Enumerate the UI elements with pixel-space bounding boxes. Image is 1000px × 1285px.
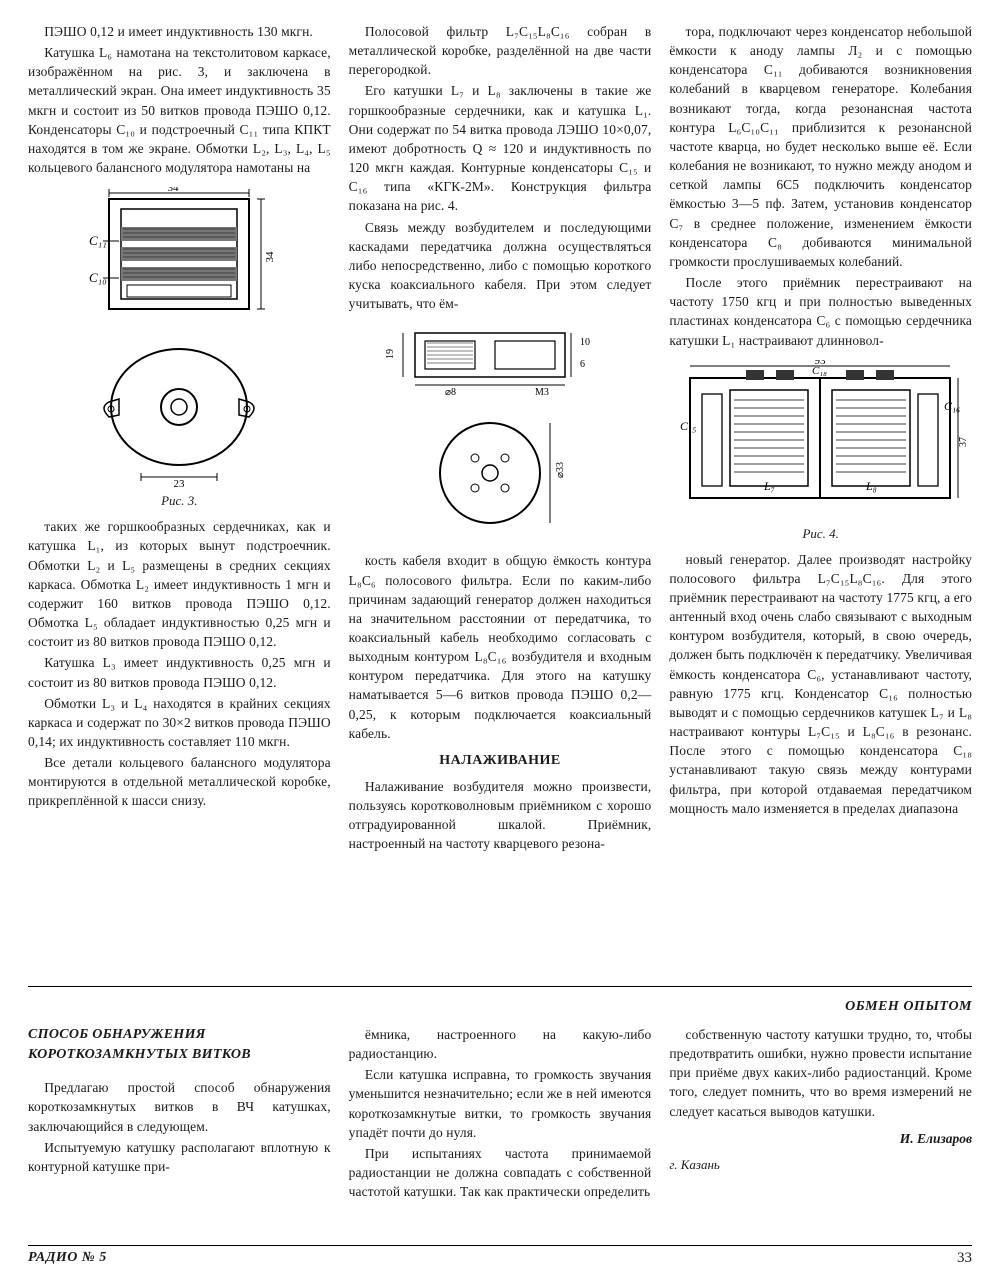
para: После этого приёмник перестраивают на ча…	[669, 273, 972, 350]
para: Все детали кольцевого балансного модулят…	[28, 753, 331, 810]
figure-3-caption: Рис. 3.	[28, 493, 331, 509]
svg-text:23: 23	[174, 478, 186, 487]
author-signature: И. Елизаров	[669, 1131, 972, 1147]
page-footer: РАДИО № 5 33	[28, 1245, 972, 1267]
para: новый генератор. Далее производят настро…	[669, 550, 972, 818]
figure-aux: 10 6 ⌀8 М3 19 ⌀33	[349, 323, 652, 543]
para: Испытуемую катушку располагают вплотную …	[28, 1138, 331, 1176]
svg-text:L₇: L₇	[763, 479, 775, 493]
para: Катушка L₃ имеет индуктивность 0,25 мгн …	[28, 653, 331, 691]
article-title: СПОСОБ ОБНАРУЖЕНИЯ КОРОТКОЗАМКНУТЫХ ВИТК…	[28, 1025, 331, 1064]
para: кость кабеля входит в общую ёмкость конт…	[349, 551, 652, 743]
svg-text:93: 93	[814, 360, 826, 367]
svg-text:М3: М3	[535, 387, 549, 398]
lower-section: ОБМЕН ОПЫТОМ СПОСОБ ОБНАРУЖЕНИЯ КОРОТКОЗ…	[28, 999, 972, 1203]
figure-3: C₁₁ C₁₀ 34 34	[28, 187, 331, 509]
upper-col1: ПЭШО 0,12 и имеет индуктивность 130 мкгн…	[28, 22, 331, 972]
journal-name: РАДИО № 5	[28, 1250, 107, 1267]
para: таких же горшкообразных сердечниках, как…	[28, 517, 331, 651]
svg-text:C₁₅: C₁₅	[680, 419, 696, 433]
para: тора, подключают через конденсатор небол…	[669, 22, 972, 271]
para: собственную частоту катушки трудно, то, …	[669, 1025, 972, 1121]
lower-columns: СПОСОБ ОБНАРУЖЕНИЯ КОРОТКОЗАМКНУТЫХ ВИТК…	[28, 1025, 972, 1203]
para: Связь между возбудителем и последующими …	[349, 218, 652, 314]
svg-text:10: 10	[580, 337, 590, 348]
svg-text:6: 6	[580, 359, 585, 370]
page-number: 33	[957, 1250, 972, 1267]
para: Его катушки L₇ и L₈ заключены в такие же…	[349, 81, 652, 215]
svg-text:⌀8: ⌀8	[445, 387, 456, 398]
para: Полосовой фильтр L₇C₁₅L₈C₁₆ собран в мет…	[349, 22, 652, 79]
para: Обмотки L₃ и L₄ находятся в крайних секц…	[28, 694, 331, 751]
figure-aux-svg: 10 6 ⌀8 М3 19 ⌀33	[385, 323, 615, 543]
figure-4-svg: C₁₅ L₇ C₁₈ L₈ C₁₆ 93 37	[676, 360, 966, 520]
lower-col2: ёмника, настроенного на какую-либо радио…	[349, 1025, 652, 1203]
svg-text:34: 34	[168, 187, 180, 194]
para: ёмника, настроенного на какую-либо радио…	[349, 1025, 652, 1063]
svg-text:19: 19	[385, 349, 396, 359]
svg-text:⌀33: ⌀33	[555, 462, 566, 478]
section-title: НАЛАЖИВАНИЕ	[349, 753, 652, 769]
lower-col3: собственную частоту катушки трудно, то, …	[669, 1025, 972, 1203]
upper-article: ПЭШО 0,12 и имеет индуктивность 130 мкгн…	[28, 22, 972, 972]
para: Налаживание возбудителя можно произвести…	[349, 777, 652, 854]
para: При испытаниях частота принимаемой радио…	[349, 1144, 652, 1201]
figure-3-svg: C₁₁ C₁₀ 34 34	[69, 187, 289, 487]
para: Катушка L₆ намотана на текстолитовом кар…	[28, 43, 331, 177]
para: ПЭШО 0,12 и имеет индуктивность 130 мкгн…	[28, 22, 331, 41]
upper-col2: Полосовой фильтр L₇C₁₅L₈C₁₆ собран в мет…	[349, 22, 652, 972]
figure-4: C₁₅ L₇ C₁₈ L₈ C₁₆ 93 37 Рис. 4.	[669, 360, 972, 542]
section-header: ОБМЕН ОПЫТОМ	[28, 999, 972, 1015]
svg-text:34: 34	[264, 251, 276, 263]
author-city: г. Казань	[669, 1157, 972, 1173]
lower-col1: СПОСОБ ОБНАРУЖЕНИЯ КОРОТКОЗАМКНУТЫХ ВИТК…	[28, 1025, 331, 1203]
svg-text:37: 37	[958, 437, 966, 447]
divider	[28, 986, 972, 987]
para: Если катушка исправна, то громкость звуч…	[349, 1065, 652, 1142]
upper-col3: тора, подключают через конденсатор небол…	[669, 22, 972, 972]
svg-text:L₈: L₈	[865, 479, 877, 493]
figure-4-caption: Рис. 4.	[669, 526, 972, 542]
para: Предлагаю простой способ обнаружения кор…	[28, 1078, 331, 1135]
